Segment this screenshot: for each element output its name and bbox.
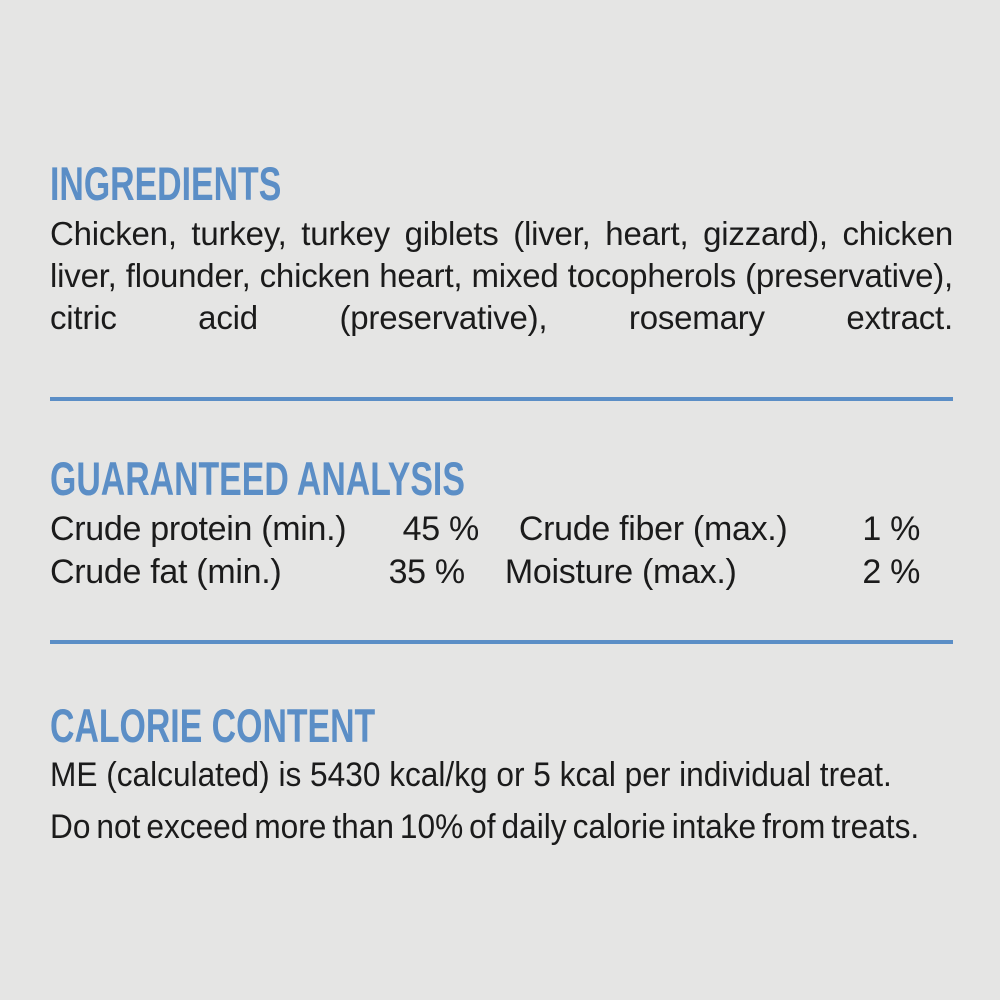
analysis-value-moisture: 2 % xyxy=(862,553,920,591)
guaranteed-analysis-table: Crude protein (min.) 45 % Crude fiber (m… xyxy=(50,508,920,594)
analysis-value-crude-fat: 35 % xyxy=(388,553,466,591)
analysis-label-crude-protein: Crude protein (min.) xyxy=(50,510,347,548)
guaranteed-analysis-heading: GUARANTEED ANALYSIS xyxy=(50,452,465,505)
table-row: Crude protein (min.) 45 % Crude fiber (m… xyxy=(50,508,920,551)
analysis-label-crude-fat: Crude fat (min.) xyxy=(50,553,282,591)
analysis-label-crude-fiber: Crude fiber (max.) xyxy=(518,510,788,548)
analysis-label-moisture: Moisture (max.) xyxy=(504,553,737,591)
analysis-value-crude-fiber: 1 % xyxy=(862,510,920,548)
section-divider xyxy=(50,397,953,401)
calorie-daily-intake-warning: Do not exceed more than 10% of daily cal… xyxy=(50,808,920,846)
ingredients-text: Chicken, turkey, turkey giblets (liver, … xyxy=(50,215,953,336)
calorie-me-statement: ME (calculated) is 5430 kcal/kg or 5 kca… xyxy=(50,756,892,794)
calorie-content-heading: CALORIE CONTENT xyxy=(50,699,376,752)
section-divider xyxy=(50,640,953,644)
analysis-value-crude-protein: 45 % xyxy=(402,510,480,548)
ingredients-heading: INGREDIENTS xyxy=(50,157,282,210)
table-row: Crude fat (min.) 35 % Moisture (max.) 2 … xyxy=(50,551,920,594)
